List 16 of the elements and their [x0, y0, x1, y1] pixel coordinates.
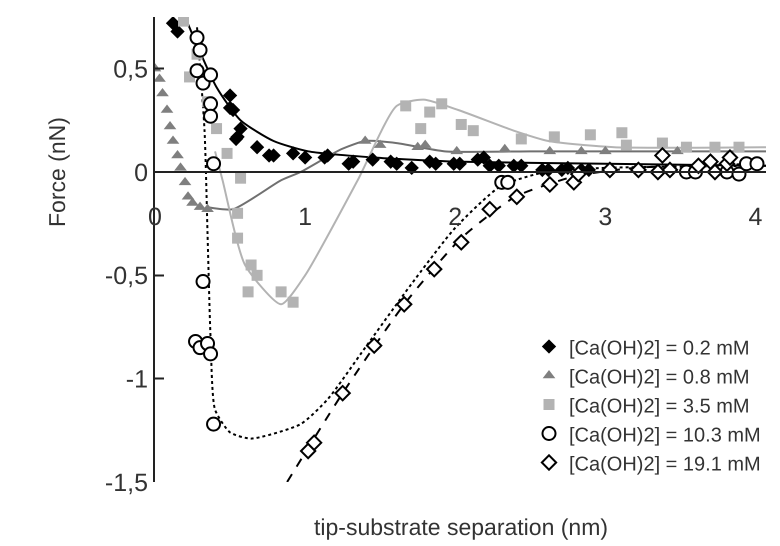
x-tick-label: 2 [448, 203, 462, 231]
y-axis-title: Force (nN) [44, 117, 70, 227]
y-tick-label: -1 [126, 365, 148, 394]
legend-label: [Ca(OH)2] = 0.2 mM [569, 337, 750, 360]
x-tick-label: 4 [748, 203, 763, 231]
legend-label: [Ca(OH)2] = 0.8 mM [569, 366, 750, 388]
y-tick-label: -1,5 [104, 468, 148, 497]
legend-label: [Ca(OH)2] = 19.1 mM [569, 453, 761, 476]
y-tick-label: 0,5 [113, 55, 148, 84]
legend-label: [Ca(OH)2] = 10.3 mM [569, 424, 761, 446]
x-tick-label: 1 [298, 203, 312, 231]
x-axis-title: tip-substrate separation (nm) [314, 514, 608, 540]
x-tick-label: 3 [598, 203, 612, 231]
y-tick-label: -0,5 [104, 262, 148, 290]
y-tick-label: 0 [134, 158, 148, 187]
legend-label: [Ca(OH)2] = 3.5 mM [569, 395, 750, 418]
